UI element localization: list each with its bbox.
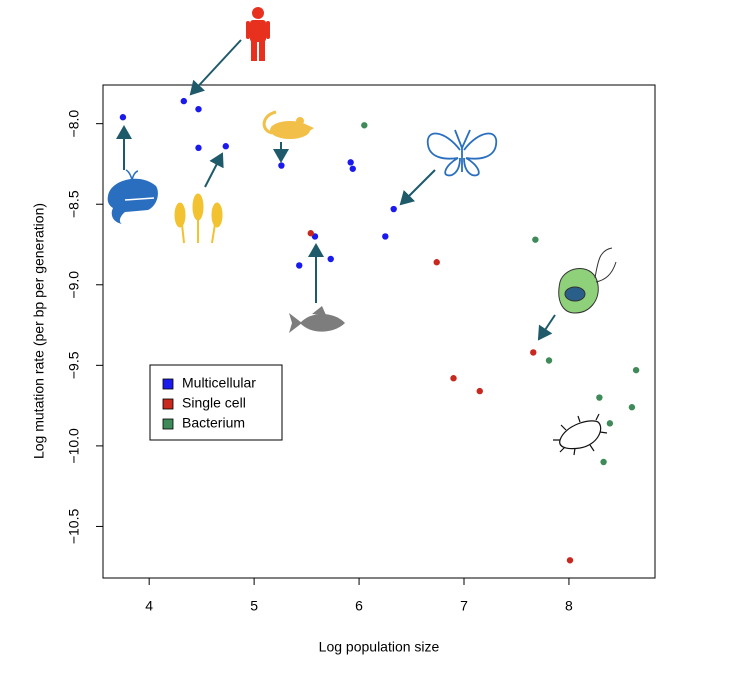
point [195,105,202,113]
point [347,159,354,166]
y-tick-label: −8.0 [66,110,82,138]
point [450,375,457,382]
human-icon [246,7,270,61]
y-tick-label: −10.0 [66,428,82,464]
illustrations [107,7,617,456]
point [530,349,537,356]
y-tick-label: −10.5 [66,509,82,545]
mouse-icon [262,110,314,139]
legend-swatch [162,418,174,430]
legend-swatch [162,378,174,390]
fish-icon [289,306,345,333]
point [545,357,553,364]
point [180,97,188,105]
legend-swatch [162,398,174,410]
x-tick-label: 6 [355,598,363,614]
point [628,404,636,411]
point [600,458,607,466]
y-tick-label: −9.0 [66,271,82,299]
y-tick-label: −8.5 [66,190,82,218]
point [278,162,285,169]
point [307,230,314,237]
point [119,114,127,121]
legend-label: Multicellular [182,375,256,391]
point [327,255,334,263]
butterfly-icon [426,129,498,177]
x-tick-label: 8 [565,598,573,614]
x-tick-label: 5 [250,598,258,614]
y-axis-label: Log mutation rate (per bp per generation… [31,203,47,459]
point [349,165,356,172]
point [361,122,368,129]
point [382,233,389,240]
point [532,236,539,243]
whale-icon [107,169,158,224]
bacterium-icon [553,413,608,456]
point [606,420,614,427]
y-tick-label: −9.5 [66,351,82,379]
point [632,366,640,374]
legend-label: Single cell [182,395,246,411]
wheat-icon [174,193,223,244]
point [195,144,202,152]
x-tick-label: 4 [145,598,153,614]
point [476,387,483,395]
point [433,259,440,266]
x-tick-label: 7 [460,598,468,614]
point [390,205,397,213]
point [222,143,229,150]
point [596,394,603,401]
x-axis-label: Log population size [319,639,440,655]
cell-icon [558,247,617,314]
point [566,557,574,564]
legend-label: Bacterium [182,415,245,431]
point [296,262,303,269]
plot-frame [102,84,656,579]
